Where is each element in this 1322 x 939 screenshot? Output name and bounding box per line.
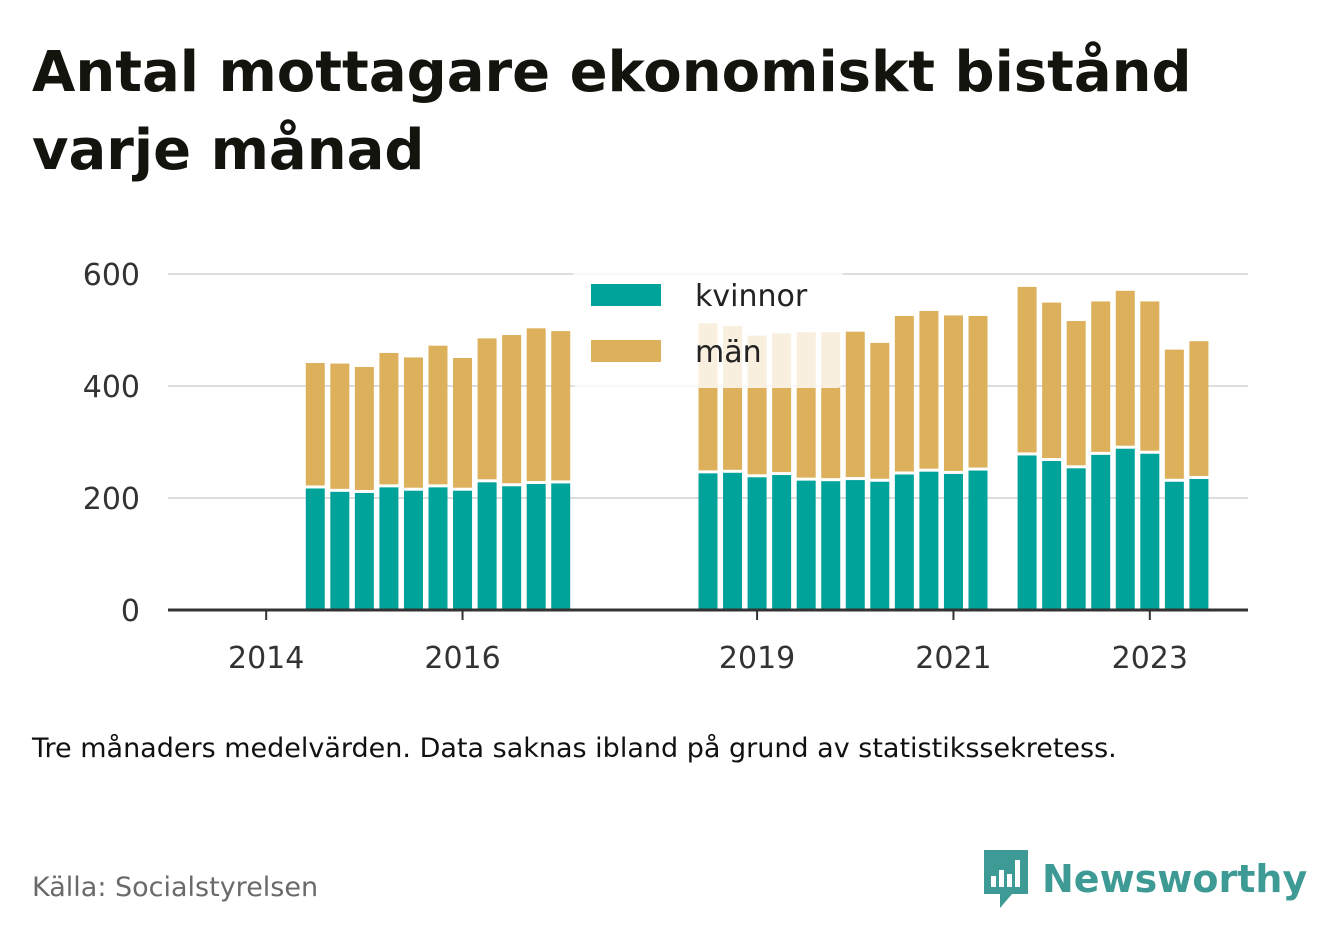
bar-kvinnor [943,473,963,610]
bar-kvinnor [526,484,546,610]
bar-man [330,363,350,489]
bar-man [1091,301,1111,452]
bar-kvinnor [379,487,399,610]
bar-kvinnor [747,477,767,610]
legend-label-kvinnor: kvinnor [695,279,808,314]
newsworthy-logo: Newsworthy [982,848,1307,910]
source-credit: Källa: Socialstyrelsen [32,872,319,903]
bar-man [1115,290,1135,446]
y-tick-label: 0 [121,594,140,629]
bar-man [1189,341,1209,476]
legend-label-man: män [695,335,762,370]
bar-kvinnor [1189,478,1209,610]
bar-kvinnor [428,487,448,610]
legend-swatch-man [591,340,661,362]
bar-man [551,331,571,481]
bar-kvinnor [698,473,718,610]
bar-kvinnor [919,471,939,610]
x-tick-label: 2023 [1112,641,1188,676]
bar-kvinnor [1091,454,1111,610]
x-tick-label: 2019 [719,641,795,676]
bar-kvinnor [453,490,473,610]
brand-name: Newsworthy [1042,857,1308,901]
bar-man [1017,286,1037,453]
bar-kvinnor [330,491,350,610]
chart-note: Tre månaders medelvärden. Data saknas ib… [32,733,1117,764]
bar-kvinnor [894,474,914,610]
x-tick-label: 2021 [915,641,991,676]
bar-kvinnor [1140,453,1160,610]
bar-kvinnor [845,480,865,610]
axes: 0 200 400 600 2014 2016 2019 2021 2023 [83,258,1248,676]
bar-man [968,316,988,468]
bar-kvinnor [354,492,374,610]
bar-kvinnor [305,488,325,610]
chart-bubble-icon [984,850,1028,908]
bar-kvinnor [1164,481,1184,610]
bar-kvinnor [1042,461,1062,610]
bar-kvinnor [723,472,743,610]
bar-man [305,363,325,486]
bar-kvinnor [551,483,571,610]
bar-kvinnor [870,481,890,610]
bar-man [1042,302,1062,459]
bar-man [943,315,963,471]
y-tick-label: 200 [83,482,140,517]
legend-swatch-kvinnor [591,284,661,306]
bar-man [1066,321,1086,466]
bar-kvinnor [1115,448,1135,610]
chart-svg: 0 200 400 600 2014 2016 2019 2021 2023 kvinnor m… [83,258,1248,676]
bar-man [870,342,890,479]
x-tick-label: 2016 [424,641,500,676]
bar-kvinnor [821,481,841,610]
bar-kvinnor [772,475,792,610]
bar-man [1164,349,1184,479]
bar-kvinnor [796,480,816,610]
bar-kvinnor [1017,455,1037,610]
bar-man [354,366,374,490]
bar-kvinnor [477,482,497,610]
bar-man [502,335,522,484]
bar-man [428,345,448,485]
bar-kvinnor [968,470,988,610]
bar-man [919,310,939,469]
bar-kvinnor [403,490,423,610]
y-tick-label: 400 [83,370,140,405]
bar-man [379,352,399,485]
bar-man [1140,301,1160,451]
legend: kvinnor män [573,270,843,388]
bar-man [894,316,914,472]
bars [305,286,1209,610]
bar-man [477,338,497,480]
bar-kvinnor [1066,468,1086,610]
chart-title: Antal mottagare ekonomiskt bistånd varje… [32,40,1192,183]
y-tick-label: 600 [83,258,140,293]
bar-man [403,357,423,488]
bar-man [453,358,473,488]
x-tick-label: 2014 [228,641,304,676]
bar-man [526,328,546,481]
bar-man [845,331,865,478]
bar-kvinnor [502,486,522,610]
